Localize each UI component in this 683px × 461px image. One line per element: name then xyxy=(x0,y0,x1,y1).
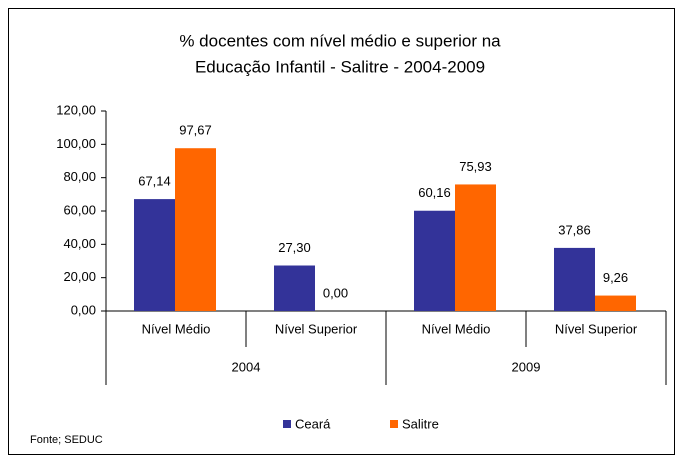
chart-border xyxy=(8,8,675,455)
bar xyxy=(274,265,315,311)
value-label: 60,16 xyxy=(418,185,451,200)
value-label: 0,00 xyxy=(323,285,348,300)
legend-label: Salitre xyxy=(402,416,439,431)
y-tick-label: 40,00 xyxy=(63,236,96,251)
value-label: 37,86 xyxy=(558,222,591,237)
group-label: 2009 xyxy=(512,359,541,374)
x-tick-label: Nível Médio xyxy=(142,321,211,336)
y-tick-label: 0,00 xyxy=(71,302,96,317)
x-tick-label: Nível Superior xyxy=(555,321,638,336)
legend-swatch xyxy=(283,420,291,428)
y-tick-label: 80,00 xyxy=(63,169,96,184)
y-tick-label: 100,00 xyxy=(56,136,96,151)
x-tick-label: Nível Médio xyxy=(422,321,491,336)
bar xyxy=(414,210,455,311)
chart-title: % docentes com nível médio e superior na xyxy=(179,31,501,50)
x-tick-label: Nível Superior xyxy=(275,321,358,336)
group-label: 2004 xyxy=(232,359,261,374)
value-label: 27,30 xyxy=(278,240,311,255)
bar xyxy=(455,184,496,311)
legend-swatch xyxy=(390,420,398,428)
bar xyxy=(134,199,175,311)
legend-label: Ceará xyxy=(295,416,331,431)
bar xyxy=(554,247,595,311)
chart-title: Educação Infantil - Salitre - 2004-2009 xyxy=(195,57,485,76)
source-note: Fonte; SEDUC xyxy=(30,434,103,446)
value-label: 75,93 xyxy=(459,159,492,174)
bar xyxy=(175,148,216,311)
value-label: 9,26 xyxy=(603,270,628,285)
y-tick-label: 120,00 xyxy=(56,102,96,117)
value-label: 97,67 xyxy=(179,123,212,138)
value-label: 67,14 xyxy=(138,174,171,189)
y-tick-label: 20,00 xyxy=(63,269,96,284)
bar xyxy=(595,295,636,311)
y-tick-label: 60,00 xyxy=(63,202,96,217)
